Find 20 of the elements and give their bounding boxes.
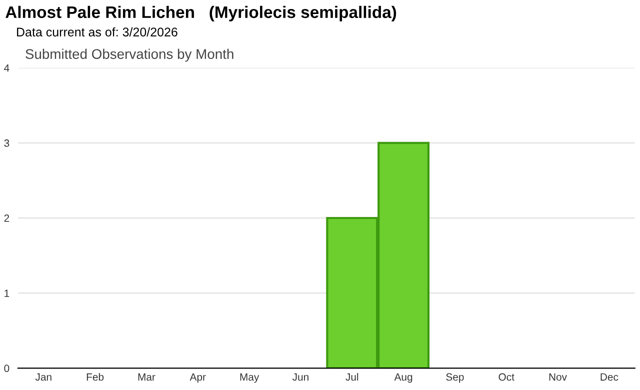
y-tick-label: 2 bbox=[4, 214, 10, 222]
x-tick-label: Jul bbox=[346, 373, 358, 381]
chart-title: Almost Pale Rim Lichen (Myriolecis semipallida) bbox=[6, 6, 396, 22]
y-tick-label: 1 bbox=[4, 290, 10, 297]
chart-subtitle: Data current as of: 3/20/2026 bbox=[17, 27, 178, 36]
x-tick-label: Apr bbox=[190, 373, 206, 383]
x-tick-label: Dec bbox=[600, 373, 618, 381]
x-tick-label: Mar bbox=[138, 373, 156, 381]
x-tick-label: Jun bbox=[292, 373, 308, 381]
y-tick-label: 4 bbox=[4, 64, 10, 72]
y-tick-label: 3 bbox=[4, 139, 10, 147]
x-tick-label: Oct bbox=[498, 373, 514, 381]
x-tick-label: May bbox=[240, 373, 260, 383]
x-tick-label: Feb bbox=[86, 373, 104, 381]
x-tick-label: Aug bbox=[394, 373, 412, 383]
y-tick-label: 0 bbox=[4, 364, 10, 372]
x-tick-label: Nov bbox=[549, 373, 567, 381]
text: Submitted Observations by Month bbox=[26, 48, 234, 62]
x-tick-label: Jan bbox=[35, 373, 52, 381]
x-tick-label: Sep bbox=[446, 373, 464, 383]
